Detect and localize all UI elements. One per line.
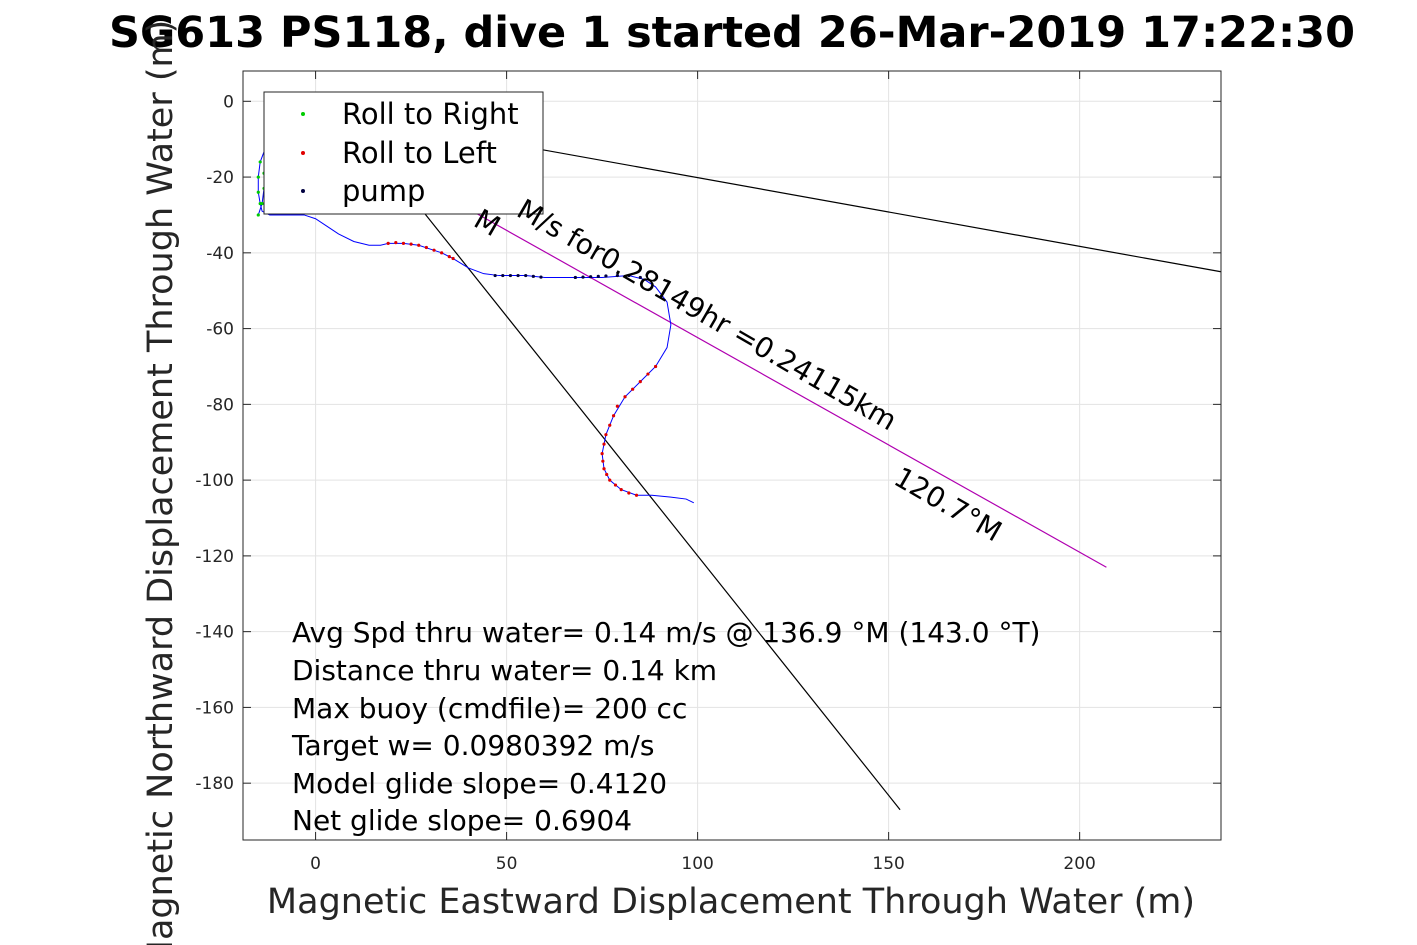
roll-left-point — [619, 487, 623, 492]
stats-block: Avg Spd thru water= 0.14 m/s @ 136.9 °M … — [291, 616, 1040, 837]
x-tick-label: 50 — [496, 854, 518, 874]
y-tick-label: -160 — [195, 698, 234, 718]
roll-left-point — [432, 248, 436, 252]
roll-right-point — [256, 175, 260, 179]
roll-left-point — [401, 241, 406, 245]
tick-labels: 0 50 100 150 200 0 -20 -40 -60 -80 -100 -120 -140 -16… — [195, 92, 1095, 874]
roll-left-point — [602, 442, 606, 446]
x-tick-label: 0 — [310, 854, 321, 874]
roll-left-point — [653, 364, 658, 369]
roll-right-point — [258, 201, 262, 206]
roll-left-point — [424, 245, 428, 250]
roll-left-point — [409, 242, 413, 246]
roll-left-point — [615, 404, 619, 408]
pump-point — [589, 275, 593, 279]
x-axis-label: Magnetic Eastward Displacement Through W… — [267, 882, 1195, 922]
y-tick-label: -80 — [206, 395, 234, 415]
bearing-label: 120.7°M — [889, 460, 1008, 548]
y-tick-label: -140 — [195, 623, 234, 643]
legend-label-pump: pump — [342, 174, 425, 208]
roll-left-point — [634, 493, 639, 497]
roll-left-point — [604, 433, 608, 437]
roll-left-point — [631, 387, 635, 391]
legend-label-roll-right: Roll to Right — [342, 97, 519, 131]
roll-left-point — [600, 452, 604, 456]
roll-left-point — [611, 414, 616, 418]
roll-right-point — [258, 160, 262, 164]
legend-marker-roll-right — [301, 112, 305, 116]
stat-model-glide: Model glide slope= 0.4120 — [292, 767, 667, 800]
roll-left-point — [646, 372, 650, 376]
y-tick-label: -60 — [206, 320, 234, 340]
pump-point — [615, 273, 619, 278]
roll-left-point — [638, 380, 642, 384]
y-tick-label: 0 — [223, 92, 234, 112]
pump-point — [581, 275, 585, 279]
plot-frame — [242, 70, 1222, 841]
x-tick-label: 100 — [681, 854, 713, 874]
roll-left-point — [623, 395, 627, 399]
stat-distance: Distance thru water= 0.14 km — [292, 654, 717, 687]
pump-point — [516, 273, 520, 278]
stat-max-buoy: Max buoy (cmdfile)= 200 cc — [292, 692, 687, 725]
roll-left-point — [386, 241, 390, 245]
stat-target-w: Target w= 0.0980392 m/s — [291, 729, 654, 762]
line-current — [483, 138, 1222, 273]
x-tick-label: 150 — [872, 854, 904, 874]
legend-marker-roll-left — [301, 151, 305, 155]
y-tick-label: -20 — [206, 168, 234, 188]
roll-left-point — [394, 241, 398, 245]
data-layer — [256, 126, 1222, 811]
roll-left-point — [605, 472, 609, 477]
axis-ticks — [243, 71, 1221, 840]
legend-box — [263, 91, 544, 215]
roll-left-point — [608, 423, 612, 427]
pump-point — [604, 274, 608, 278]
y-axis-label: Magnetic Northward Displacement Through … — [141, 20, 181, 945]
roll-left-point — [417, 243, 421, 247]
pump-point — [524, 273, 528, 278]
x-tick-label: 200 — [1063, 854, 1095, 874]
line-heading — [445, 195, 1107, 568]
roll-left-point — [601, 459, 605, 463]
y-tick-label: -180 — [195, 774, 234, 794]
legend: Roll to Right Roll to Left pump — [263, 91, 544, 215]
pump-point — [539, 275, 543, 279]
y-tick-label: -120 — [195, 547, 234, 567]
y-tick-label: -100 — [195, 471, 234, 491]
pump-point — [573, 275, 577, 280]
roll-right-point — [256, 213, 260, 217]
roll-left-point — [627, 491, 631, 495]
heading-line-label: M/s for0.28149hr =0.24115km — [512, 192, 903, 437]
stat-net-glide: Net glide slope= 0.6904 — [292, 804, 632, 837]
pump-point — [596, 274, 600, 278]
roll-left-point — [602, 467, 606, 471]
roll-left-point — [447, 255, 451, 259]
pump-point — [501, 273, 505, 278]
roll-right-point — [256, 190, 260, 194]
pump-point — [531, 274, 535, 278]
pump-point — [508, 273, 513, 278]
stat-avg-speed: Avg Spd thru water= 0.14 m/s @ 136.9 °M … — [292, 616, 1040, 649]
legend-label-roll-left: Roll to Left — [342, 136, 497, 170]
roll-left-point — [608, 478, 612, 482]
y-tick-label: -40 — [206, 244, 234, 264]
pump-point — [627, 273, 631, 278]
legend-marker-pump — [301, 189, 305, 193]
roll-left-point — [440, 251, 444, 255]
roll-left-point — [613, 483, 618, 487]
pump-point — [493, 273, 497, 278]
pump-point — [638, 275, 642, 280]
chart-title: SG613 PS118, dive 1 started 26-Mar-2019 … — [109, 8, 1355, 58]
roll-left-point — [451, 256, 455, 261]
